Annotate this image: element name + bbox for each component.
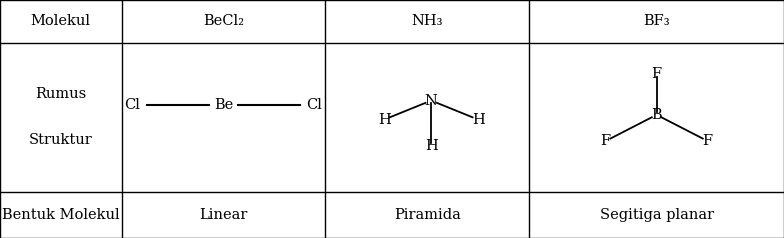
Text: F: F <box>601 134 611 148</box>
Text: Cl: Cl <box>307 98 322 112</box>
Text: Cl: Cl <box>125 98 140 112</box>
Text: Piramida: Piramida <box>394 208 461 222</box>
Text: F: F <box>652 67 662 81</box>
Text: H: H <box>425 139 437 153</box>
Text: Be: Be <box>214 98 233 112</box>
Text: H: H <box>378 113 390 127</box>
Text: Linear: Linear <box>199 208 248 222</box>
Text: Segitiga planar: Segitiga planar <box>600 208 713 222</box>
Text: Rumus

Struktur: Rumus Struktur <box>29 87 93 147</box>
Text: BF₃: BF₃ <box>644 15 670 28</box>
Text: NH₃: NH₃ <box>412 15 443 28</box>
Text: H: H <box>472 113 485 127</box>
Text: N: N <box>425 94 437 108</box>
Text: Molekul: Molekul <box>31 15 91 28</box>
Text: F: F <box>702 134 713 148</box>
Text: B: B <box>652 108 662 122</box>
Text: BeCl₂: BeCl₂ <box>203 15 244 28</box>
Text: Bentuk Molekul: Bentuk Molekul <box>2 208 120 222</box>
